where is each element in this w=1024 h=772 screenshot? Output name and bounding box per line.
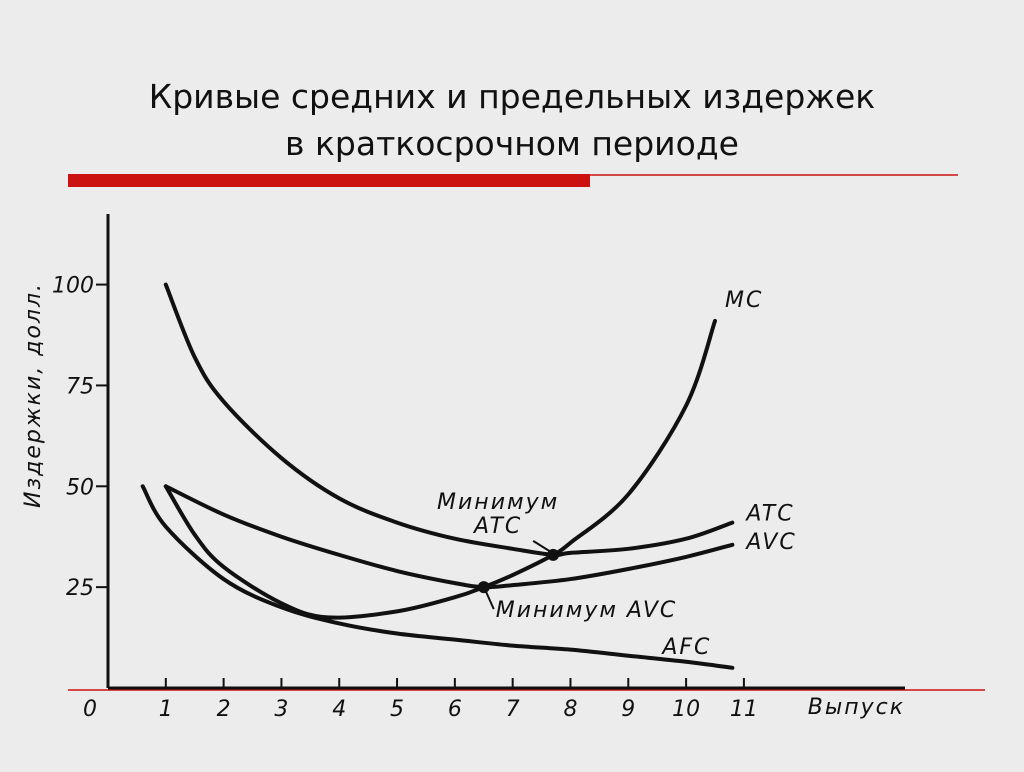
x-tick-label: 3	[274, 697, 288, 722]
title-line: в краткосрочном периоде	[285, 124, 739, 163]
x-axis-label: Выпуск	[808, 695, 905, 720]
y-tick-label: 75	[66, 374, 94, 399]
curve-label: AFC	[660, 635, 711, 660]
min-point	[477, 581, 490, 594]
x-tick-label: 7	[506, 697, 520, 722]
annotation: Минимум	[437, 490, 559, 515]
x-tick-label: 0	[83, 697, 97, 722]
pointer	[532, 540, 550, 552]
pointer	[484, 590, 495, 610]
y-axis-label: Издержки, долл.	[21, 282, 46, 508]
x-tick-label: 1	[159, 697, 173, 722]
y-tick-label: 50	[66, 475, 94, 500]
y-tick-label: 25	[66, 576, 94, 601]
curve-label: AVC	[744, 530, 796, 555]
x-tick-label: 8	[563, 697, 577, 722]
curve	[163, 318, 718, 620]
annotation: ATC	[472, 514, 522, 539]
x-tick-label: 6	[448, 697, 462, 722]
curve	[140, 484, 735, 670]
x-tick-label: 10	[672, 697, 700, 722]
min-point	[547, 548, 560, 561]
x-tick-label: 11	[730, 697, 758, 722]
title-bar	[68, 174, 590, 187]
x-tick-label: 2	[217, 697, 231, 722]
annotation: Минимум AVC	[496, 598, 678, 623]
x-tick-label: 4	[332, 697, 346, 722]
curve-label: ATC	[744, 502, 794, 527]
x-tick-label: 5	[390, 697, 404, 722]
title-line: Кривые средних и предельных издержек	[149, 77, 875, 116]
curve	[163, 484, 735, 590]
curve	[163, 282, 735, 558]
curve-label: MC	[725, 288, 763, 313]
x-tick-label: 9	[621, 697, 635, 722]
y-tick-label: 100	[52, 274, 94, 299]
